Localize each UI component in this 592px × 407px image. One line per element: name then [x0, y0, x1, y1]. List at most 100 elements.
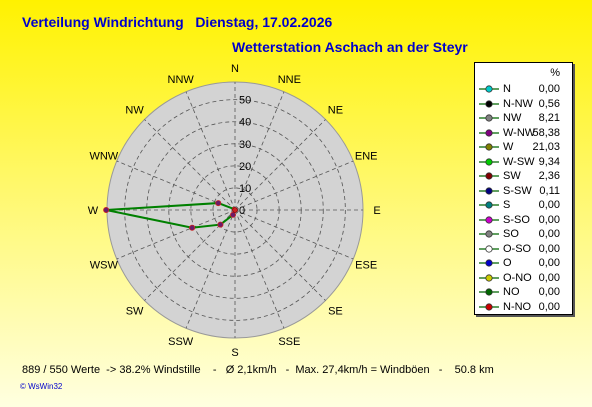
legend-value: 0,00 — [538, 271, 560, 284]
legend-swatch-icon — [479, 273, 499, 282]
legend-label: S — [503, 199, 511, 211]
grid-spoke — [185, 91, 236, 211]
grid-spoke — [234, 160, 354, 211]
legend-label: W-NW — [503, 126, 536, 139]
legend-unit-header: % — [550, 67, 560, 79]
legend-swatch-icon — [479, 288, 499, 296]
legend-item: S-SO 0,00 — [475, 214, 572, 228]
legend-label: N — [503, 83, 511, 95]
data-point — [217, 221, 224, 228]
direction-label: W — [88, 205, 99, 217]
legend-label: O-NO — [503, 271, 532, 284]
chart-subtitle: Wetterstation Aschach an der Steyr — [232, 39, 468, 55]
legend-value: 21,03 — [532, 141, 560, 153]
direction-label: SSW — [168, 336, 194, 348]
legend-value: 0,00 — [538, 242, 560, 255]
legend-value: 8,21 — [538, 112, 560, 124]
legend-label: SO — [503, 228, 519, 240]
direction-label: NNE — [278, 74, 301, 86]
legend-label: S-SO — [503, 213, 530, 226]
legend-item: SO 0,00 — [475, 228, 572, 242]
legend-swatch-icon — [479, 244, 499, 253]
legend-value: 58,38 — [532, 126, 560, 139]
legend-swatch-icon — [479, 114, 499, 122]
legend-value: 0,00 — [538, 257, 560, 269]
legend-value: 0,00 — [538, 300, 560, 313]
direction-label: E — [373, 205, 380, 217]
tick-label: 20 — [239, 161, 251, 173]
legend-swatch-icon — [479, 99, 499, 108]
legend-item: N 0,00 — [475, 83, 572, 97]
grid-spoke — [234, 209, 285, 329]
legend-value: 0,11 — [539, 184, 560, 197]
legend-label: W — [503, 141, 514, 153]
grid-spoke — [234, 209, 354, 260]
tick-label: 50 — [239, 95, 251, 107]
legend-value: 0,00 — [538, 199, 560, 211]
legend-label: N-NW — [503, 97, 533, 110]
legend-swatch-icon — [479, 85, 499, 93]
legend-item: S-SW 0,11 — [475, 185, 572, 199]
direction-label: N — [231, 63, 239, 75]
legend-item: S 0,00 — [475, 199, 572, 213]
legend-value: 0,56 — [538, 97, 560, 110]
legend-value: 0,00 — [538, 213, 560, 226]
data-point — [189, 224, 196, 231]
stats-footer: 889 / 550 Werte -> 38.2% Windstille - Ø … — [22, 364, 494, 376]
legend-value: 2,36 — [538, 170, 560, 182]
direction-label: ESE — [355, 259, 377, 271]
legend-swatch-icon — [479, 215, 499, 224]
legend-value: 9,34 — [538, 155, 560, 168]
grid-ring — [146, 121, 324, 299]
legend-item: NW 8,21 — [475, 112, 572, 126]
grid-spoke — [234, 119, 326, 211]
direction-label: ENE — [355, 151, 378, 163]
legend-value: 0,00 — [538, 228, 560, 240]
legend-item: W-NW 58,38 — [475, 127, 572, 141]
software-credit: © WsWin32 — [20, 382, 63, 391]
legend-item: N-NO 0,00 — [475, 301, 572, 315]
legend-value: 0,00 — [538, 286, 560, 298]
legend-swatch-icon — [479, 128, 499, 137]
legend-label: O-SO — [503, 242, 532, 255]
direction-label: SSE — [278, 336, 300, 348]
legend-item: N-NW 0,56 — [475, 98, 572, 112]
legend-value: 0,00 — [538, 83, 560, 95]
legend-swatch-icon — [479, 230, 499, 238]
tick-label: 10 — [239, 183, 251, 195]
center-point — [232, 207, 238, 213]
direction-label: S — [231, 347, 238, 359]
direction-label: NW — [125, 105, 144, 117]
legend-swatch-icon — [479, 186, 499, 195]
data-point — [103, 206, 110, 213]
legend: % N 0,00 N-NW 0,56 NW 8,21 W-NW 58,38 W 21,03 W-SW… — [474, 62, 573, 315]
legend-swatch-icon — [479, 143, 499, 151]
legend-swatch-icon — [479, 172, 499, 180]
grid-spoke — [116, 209, 236, 260]
legend-label: NW — [503, 112, 522, 124]
grid-spoke — [116, 160, 236, 211]
data-point — [215, 200, 222, 207]
direction-label: NNW — [168, 74, 195, 86]
tick-label: 0 — [239, 205, 245, 217]
legend-item: W 21,03 — [475, 141, 572, 155]
tick-label: 30 — [239, 139, 251, 151]
legend-label: NO — [503, 286, 520, 298]
legend-swatch-icon — [479, 157, 499, 166]
legend-label: W-SW — [503, 155, 535, 168]
legend-item: NO 0,00 — [475, 286, 572, 300]
legend-item: SW 2,36 — [475, 170, 572, 184]
direction-label: SW — [126, 305, 144, 317]
legend-label: O — [503, 257, 512, 269]
legend-swatch-icon — [479, 302, 499, 311]
legend-item: O 0,00 — [475, 257, 572, 271]
direction-label: WNW — [89, 151, 118, 163]
legend-item: O-NO 0,00 — [475, 272, 572, 286]
grid-spoke — [234, 209, 326, 301]
legend-item: W-SW 9,34 — [475, 156, 572, 170]
direction-label: WSW — [90, 259, 119, 271]
direction-label: SE — [328, 305, 343, 317]
legend-label: N-NO — [503, 300, 532, 313]
chart-title: Verteilung Windrichtung Dienstag, 17.02.… — [22, 14, 333, 30]
